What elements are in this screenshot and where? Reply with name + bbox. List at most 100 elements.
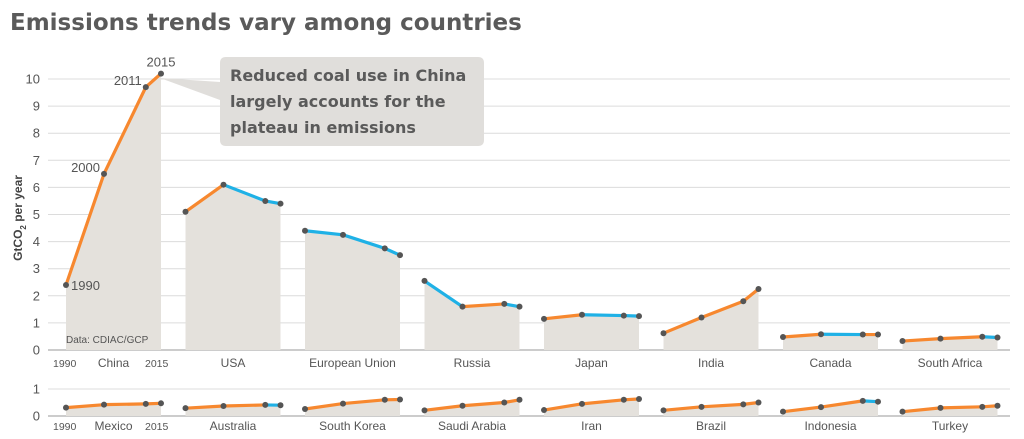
turkey-point	[979, 403, 986, 410]
category-label-brazil: Brazil	[696, 419, 726, 433]
mexico-segment	[64, 403, 106, 410]
category-label-china: China	[98, 356, 130, 370]
data-source: Data: CDIAC/GCP	[66, 335, 149, 346]
european-union-area	[305, 230, 400, 350]
south-africa-segment	[900, 337, 943, 343]
iran-point	[636, 395, 642, 402]
series-turkey: Turkey	[899, 402, 1001, 433]
top-y-tick-label: 0	[33, 343, 40, 358]
iran-point	[579, 400, 585, 407]
saudi-arabia-point	[459, 402, 466, 409]
canada-point	[875, 331, 881, 338]
south-korea-area	[305, 399, 400, 416]
saudi-arabia-point	[516, 396, 523, 403]
china-point	[142, 84, 149, 91]
x-end-label-bottom: 2015	[145, 421, 169, 433]
japan-point	[579, 311, 585, 318]
category-label-mexico: Mexico	[94, 419, 132, 433]
south-korea-point	[397, 396, 403, 403]
top-y-tick-label: 5	[33, 207, 40, 222]
series-australia: Australia	[182, 401, 284, 433]
mexico-point	[142, 400, 149, 407]
india-point	[698, 314, 705, 321]
series-brazil: Brazil	[660, 399, 762, 433]
callout-box: Reduced coal use in China largely accoun…	[160, 57, 484, 146]
south-korea-point	[340, 400, 346, 407]
japan-point	[636, 313, 642, 320]
australia-segment	[221, 403, 267, 408]
japan-point	[620, 312, 627, 319]
category-label-european-union: European Union	[309, 356, 396, 370]
top-y-tick-label: 8	[33, 126, 40, 141]
south-africa-point	[899, 338, 906, 345]
usa-point	[277, 200, 284, 207]
canada-area	[783, 334, 878, 350]
category-label-south-africa: South Africa	[918, 356, 983, 370]
category-label-turkey: Turkey	[932, 419, 968, 433]
turkey-segment	[900, 406, 943, 414]
indonesia-point	[875, 398, 881, 405]
saudi-arabia-point	[501, 399, 508, 406]
x-start-label-top: 1990	[53, 358, 77, 370]
top-y-tick-label: 9	[33, 99, 40, 114]
european-union-point	[340, 231, 346, 238]
brazil-segment	[661, 405, 704, 412]
top-y-tick-label: 3	[33, 261, 40, 276]
india-segment	[699, 299, 745, 320]
bottom-y-tick-label: 0	[33, 409, 40, 424]
japan-segment	[542, 313, 584, 321]
india-point	[660, 330, 667, 337]
australia-segment	[183, 404, 226, 410]
china-segment	[102, 85, 148, 176]
china-point	[63, 281, 69, 288]
canada-segment	[781, 332, 823, 339]
india-point	[755, 286, 762, 293]
south-africa-segment	[938, 335, 984, 341]
south-korea-segment	[341, 398, 387, 406]
series-usa: USA	[182, 181, 284, 370]
japan-point	[541, 315, 547, 322]
top-y-tick-label: 10	[26, 72, 40, 87]
indonesia-point	[818, 404, 824, 411]
series-south-africa: South Africa	[899, 333, 1001, 370]
category-label-canada: Canada	[809, 356, 851, 370]
y-axis-label: GtCO2 per year	[11, 175, 28, 261]
indonesia-point	[780, 408, 786, 415]
india-area	[663, 289, 759, 350]
turkey-point	[994, 402, 1001, 409]
series-japan: Japan	[541, 311, 642, 370]
brazil-point	[660, 407, 667, 414]
series-canada: Canada	[780, 331, 881, 370]
canada-point	[859, 331, 866, 338]
saudi-arabia-segment	[422, 404, 465, 412]
china-segment	[64, 172, 106, 287]
top-y-tick-label: 6	[33, 180, 40, 195]
category-label-south-korea: South Korea	[319, 419, 386, 433]
south-africa-point	[994, 334, 1001, 341]
indonesia-segment	[781, 405, 823, 414]
brazil-point	[698, 403, 705, 410]
usa-area	[185, 184, 281, 350]
india-segment	[661, 315, 704, 335]
south-africa-point	[979, 333, 986, 340]
china-area	[66, 73, 161, 350]
australia-point	[277, 402, 284, 409]
saudi-arabia-point	[421, 407, 428, 414]
series-saudi-arabia: Saudi Arabia	[421, 396, 523, 433]
turkey-point	[937, 404, 944, 411]
china-segment	[144, 71, 163, 89]
japan-segment	[580, 313, 626, 318]
series-indonesia: Indonesia	[780, 397, 881, 433]
mexico-point	[101, 401, 107, 408]
top-y-tick-label: 7	[33, 153, 40, 168]
china-point	[158, 70, 164, 77]
turkey-point	[899, 408, 906, 415]
callout-line-2: largely accounts for the	[230, 92, 446, 111]
bottom-panel-y-ticks: 01	[33, 382, 40, 424]
china-year-label: 2000	[71, 160, 100, 175]
top-y-tick-label: 4	[33, 234, 40, 249]
mexico-point	[158, 400, 164, 407]
european-union-point	[381, 245, 388, 252]
china-year-label: 2015	[147, 55, 176, 70]
